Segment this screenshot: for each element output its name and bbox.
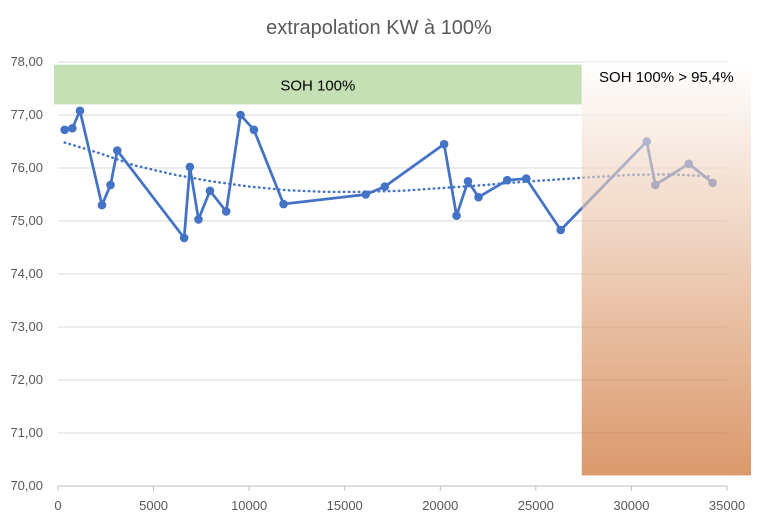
soh-100-band-label: SOH 100% xyxy=(280,78,355,95)
y-tick-label: 73,00 xyxy=(10,319,43,334)
series xyxy=(60,106,717,243)
x-tick-label: 15000 xyxy=(327,498,363,513)
data-point xyxy=(179,233,189,243)
y-tick-label: 75,00 xyxy=(10,213,43,228)
x-tick-label: 20000 xyxy=(422,498,458,513)
data-point xyxy=(556,225,566,235)
data-point xyxy=(185,162,195,172)
data-point xyxy=(236,110,245,120)
data-point xyxy=(463,176,473,186)
axes: 70,00 71,00 72,00 73,00 74,00 75,00 76,00 77,00… xyxy=(10,54,745,513)
data-point xyxy=(75,106,85,116)
y-tick-label: 71,00 xyxy=(10,425,43,440)
data-point xyxy=(60,125,69,135)
data-point xyxy=(249,125,259,135)
soh-100-band xyxy=(54,64,582,105)
x-tick-label: 10000 xyxy=(231,498,267,513)
data-point xyxy=(380,182,390,191)
data-point xyxy=(439,139,449,149)
x-tick-label: 30000 xyxy=(613,498,649,513)
x-tick-label: 25000 xyxy=(518,498,554,513)
y-tick-label: 76,00 xyxy=(10,160,43,175)
x-tick-label: 0 xyxy=(54,498,61,513)
data-point xyxy=(474,192,483,202)
y-tick-label: 78,00 xyxy=(10,54,43,69)
y-tick-label: 70,00 xyxy=(10,478,43,493)
y-tick-label: 72,00 xyxy=(10,372,43,387)
data-point xyxy=(452,211,461,220)
bands: SOH 100% xyxy=(54,64,582,105)
data-point xyxy=(194,215,203,224)
soh-95-band-label: SOH 100% > 95,4% xyxy=(599,69,734,86)
data-point xyxy=(112,146,122,155)
chart-title: extrapolation KW à 100% xyxy=(266,17,492,39)
x-tick-label: 5000 xyxy=(139,498,168,513)
data-point xyxy=(205,186,215,196)
data-point xyxy=(68,123,77,133)
trendline: SOH 100% > 95,4% xyxy=(63,62,751,476)
y-tick-label: 74,00 xyxy=(10,266,43,281)
data-point xyxy=(221,207,231,216)
soh-95-band xyxy=(581,62,751,476)
data-point xyxy=(97,200,107,210)
data-point xyxy=(106,180,115,190)
y-tick-label: 77,00 xyxy=(10,107,43,122)
x-tick-label: 35000 xyxy=(709,498,745,513)
data-point xyxy=(279,199,288,209)
